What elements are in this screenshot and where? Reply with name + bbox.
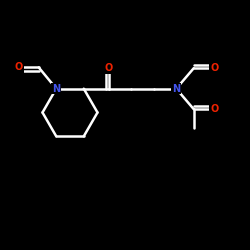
Text: N: N — [52, 84, 60, 94]
Text: O: O — [14, 62, 23, 72]
Text: N: N — [172, 84, 180, 94]
Text: O: O — [104, 63, 113, 73]
Text: O: O — [210, 104, 218, 114]
Text: O: O — [210, 63, 218, 73]
